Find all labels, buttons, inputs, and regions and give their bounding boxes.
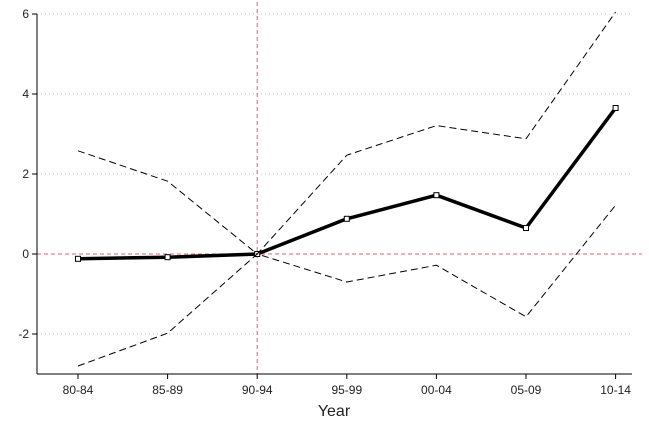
x-tick-label: 85-89 (152, 383, 183, 397)
series-layer (75, 11, 619, 367)
gridlines (37, 13, 632, 335)
x-tick-label: 00-04 (421, 383, 452, 397)
series-line-upper-bound (77, 11, 617, 255)
y-tick-label: 0 (22, 247, 29, 261)
estimate-point-marker (164, 254, 171, 261)
estimate-point-marker (523, 225, 529, 231)
x-tick-label: 95-99 (331, 383, 362, 397)
estimate-point-marker (75, 255, 81, 262)
x-tick-label: 90-94 (242, 383, 273, 397)
y-tick-label: 6 (22, 7, 29, 21)
series-line-estimate (77, 106, 618, 261)
y-tick-label: 4 (22, 87, 29, 101)
estimate-point-marker (343, 215, 350, 222)
x-tick-label: 10-14 (600, 383, 631, 397)
y-tick-label: 2 (22, 167, 29, 181)
y-tick-label: -2 (18, 327, 29, 341)
estimate-point-marker (433, 192, 440, 199)
estimate-point-marker (612, 105, 619, 111)
x-axis-ticks: 80-84 85-89 90-94 95-99 00-04 05-09 10-14 (63, 374, 631, 397)
reference-lines (37, 2, 642, 374)
x-tick-label: 05-09 (511, 383, 542, 397)
x-axis-title: Year (318, 403, 351, 420)
series-line-lower-bound (77, 204, 616, 367)
y-axis-ticks: -2 0 2 4 6 (18, 7, 37, 341)
x-tick-label: 80-84 (63, 383, 94, 397)
